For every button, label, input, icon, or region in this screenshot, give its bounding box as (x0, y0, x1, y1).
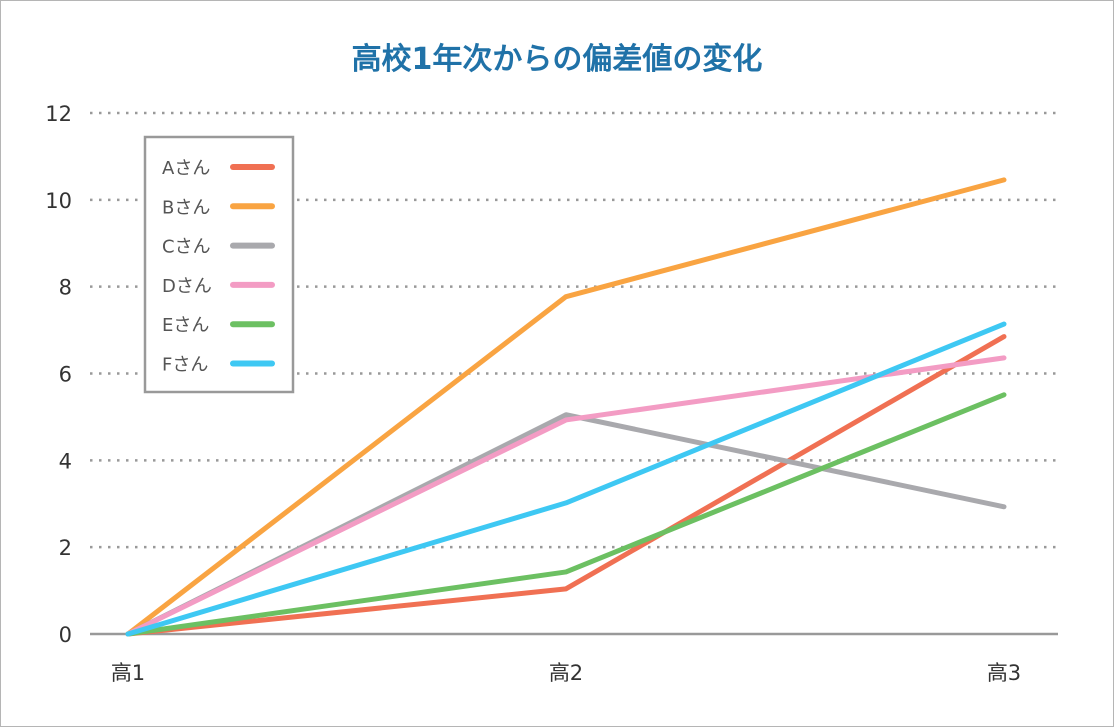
legend-label: Aさん (162, 158, 210, 179)
legend-label: Eさん (162, 315, 209, 336)
series-line-b (125, 177, 1007, 637)
series-line-f (125, 321, 1007, 637)
legend-label: Bさん (162, 197, 210, 218)
y-tick-label: 0 (59, 623, 72, 647)
chart-title: 高校1年次からの偏差値の変化 (351, 42, 763, 77)
x-tick-label: 高2 (549, 661, 583, 685)
y-tick-label: 8 (59, 276, 72, 300)
y-tick-label: 12 (45, 102, 72, 126)
y-tick-label: 4 (59, 449, 72, 473)
x-tick-label: 高1 (111, 661, 145, 685)
y-tick-label: 2 (59, 536, 72, 560)
series-line-a (125, 334, 1007, 637)
legend (143, 135, 295, 394)
series-line-e (125, 392, 1007, 637)
series-line-d (125, 355, 1007, 637)
legend-label: Cさん (162, 237, 211, 258)
x-tick-label: 高3 (987, 661, 1021, 685)
legend-label: Fさん (162, 355, 208, 376)
legend-label: Dさん (162, 276, 212, 297)
y-tick-label: 6 (59, 363, 72, 387)
y-tick-label: 10 (45, 189, 72, 213)
